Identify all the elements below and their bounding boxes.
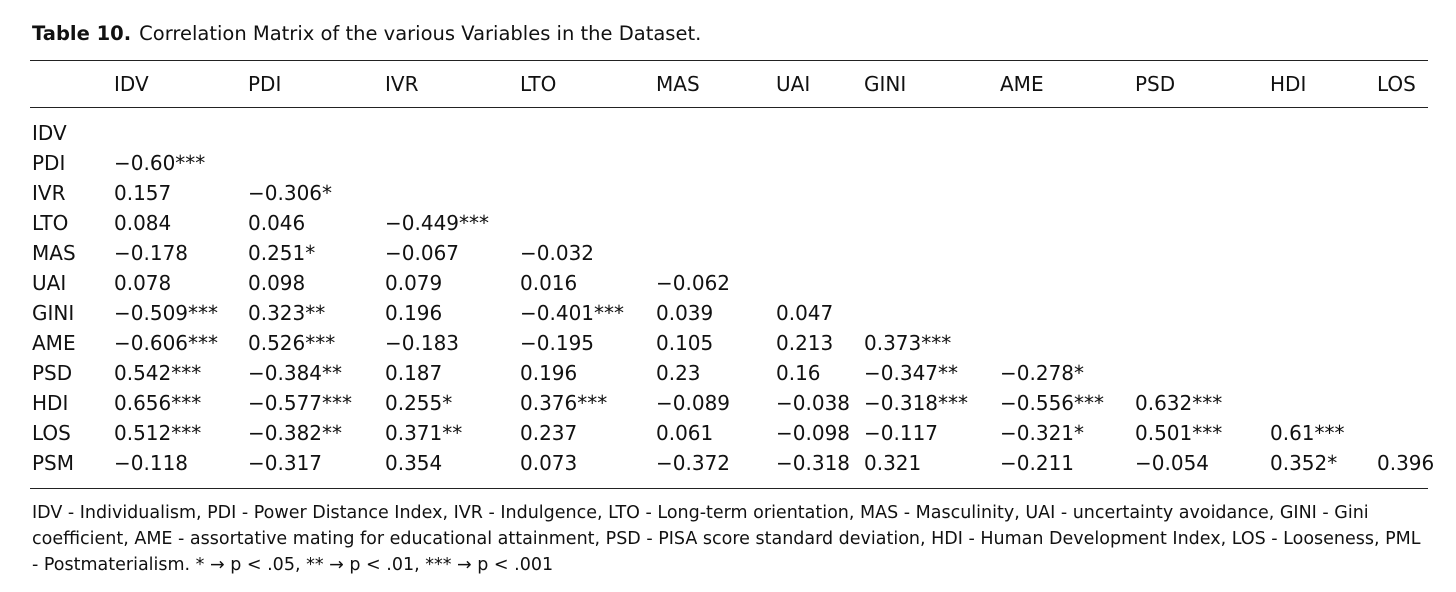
table-cell: −0.195: [520, 331, 595, 355]
table-cell: −0.556***: [1000, 391, 1105, 415]
column-header-mas: MAS: [656, 72, 700, 96]
table-cell: 0.632***: [1135, 391, 1223, 415]
table-cell: 0.371**: [385, 421, 463, 445]
table-notes: IDV - Individualism, PDI - Power Distanc…: [32, 503, 1421, 575]
bottom-rule: [30, 488, 1428, 489]
column-header-gini: GINI: [864, 72, 907, 96]
table-cell: −0.278*: [1000, 361, 1085, 385]
table-caption: Table 10. Correlation Matrix of the vario…: [32, 22, 701, 45]
column-header-ivr: IVR: [385, 72, 419, 96]
row-label-gini: GINI: [32, 301, 75, 325]
column-header-uai: UAI: [776, 72, 811, 96]
table-cell: −0.211: [1000, 451, 1075, 475]
table-cell: 0.016: [520, 271, 578, 295]
table-cell: −0.317: [248, 451, 323, 475]
row-label-pdi: PDI: [32, 151, 66, 175]
column-header-psd: PSD: [1135, 72, 1176, 96]
table-cell: 0.157: [114, 181, 172, 205]
column-header-idv: IDV: [114, 72, 149, 96]
table-cell: 0.526***: [248, 331, 336, 355]
column-header-pdi: PDI: [248, 72, 282, 96]
table-label: Table 10.: [32, 22, 132, 45]
row-label-idv: IDV: [32, 121, 67, 145]
table-cell: −0.347**: [864, 361, 959, 385]
row-label-ivr: IVR: [32, 181, 66, 205]
table-cell: −0.509***: [114, 301, 219, 325]
column-header-hdi: HDI: [1270, 72, 1307, 96]
row-label-psd: PSD: [32, 361, 73, 385]
table-cell: 0.512***: [114, 421, 202, 445]
top-rule: [30, 60, 1428, 61]
table-cell: −0.318: [776, 451, 851, 475]
table-cell: 0.047: [776, 301, 834, 325]
table-cell: 0.061: [656, 421, 714, 445]
row-label-hdi: HDI: [32, 391, 69, 415]
table-cell: 0.213: [776, 331, 834, 355]
table-cell: 0.084: [114, 211, 172, 235]
table-cell: −0.372: [656, 451, 731, 475]
table-cell: −0.318***: [864, 391, 969, 415]
table-cell: −0.054: [1135, 451, 1210, 475]
table-cell: 0.23: [656, 361, 701, 385]
column-header-ame: AME: [1000, 72, 1044, 96]
row-label-uai: UAI: [32, 271, 67, 295]
table-cell: −0.118: [114, 451, 189, 475]
table-cell: 0.187: [385, 361, 443, 385]
table-cell: 0.039: [656, 301, 714, 325]
table-cell: 0.079: [385, 271, 443, 295]
row-label-mas: MAS: [32, 241, 76, 265]
table-cell: −0.032: [520, 241, 595, 265]
table-cell: 0.354: [385, 451, 443, 475]
table-cell: 0.323**: [248, 301, 326, 325]
column-header-los: LOS: [1377, 72, 1416, 96]
table-cell: 0.196: [385, 301, 443, 325]
table-cell: 0.396: [1377, 451, 1435, 475]
table-cell: 0.105: [656, 331, 714, 355]
table-cell: −0.449***: [385, 211, 490, 235]
table-cell: −0.606***: [114, 331, 219, 355]
header-rule: [30, 107, 1428, 108]
table-cell: −0.062: [656, 271, 731, 295]
table-cell: 0.098: [248, 271, 306, 295]
row-label-lto: LTO: [32, 211, 69, 235]
table-cell: −0.178: [114, 241, 189, 265]
table-cell: −0.117: [864, 421, 939, 445]
table-cell: 0.073: [520, 451, 578, 475]
table-cell: 0.078: [114, 271, 172, 295]
table-title: Correlation Matrix of the various Variab…: [139, 22, 702, 45]
table-cell: 0.255*: [385, 391, 453, 415]
table-cell: 0.321: [864, 451, 922, 475]
row-label-psm: PSM: [32, 451, 75, 475]
table-cell: −0.401***: [520, 301, 625, 325]
table-cell: 0.376***: [520, 391, 608, 415]
table-cell: −0.60***: [114, 151, 206, 175]
table-cell: −0.089: [656, 391, 731, 415]
table-cell: 0.656***: [114, 391, 202, 415]
row-label-ame: AME: [32, 331, 76, 355]
table-cell: −0.384**: [248, 361, 343, 385]
table-cell: 0.251*: [248, 241, 316, 265]
table-cell: −0.382**: [248, 421, 343, 445]
table-cell: −0.098: [776, 421, 851, 445]
table-cell: −0.067: [385, 241, 460, 265]
table-cell: −0.577***: [248, 391, 353, 415]
table-cell: 0.352*: [1270, 451, 1338, 475]
table-cell: 0.61***: [1270, 421, 1345, 445]
table-cell: −0.306*: [248, 181, 333, 205]
table-cell: 0.501***: [1135, 421, 1223, 445]
table-cell: 0.237: [520, 421, 578, 445]
table-cell: 0.542***: [114, 361, 202, 385]
table-cell: −0.321*: [1000, 421, 1085, 445]
table-cell: 0.046: [248, 211, 306, 235]
column-header-lto: LTO: [520, 72, 557, 96]
table-cell: −0.183: [385, 331, 460, 355]
table-cell: −0.038: [776, 391, 851, 415]
table-cell: 0.373***: [864, 331, 952, 355]
row-label-los: LOS: [32, 421, 71, 445]
table-cell: 0.16: [776, 361, 821, 385]
table-cell: 0.196: [520, 361, 578, 385]
